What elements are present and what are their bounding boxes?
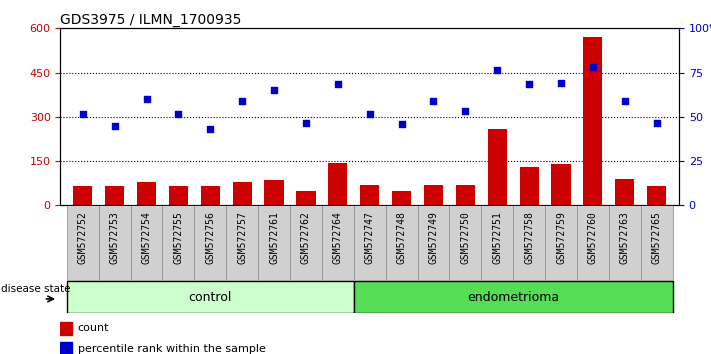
- Bar: [392, 190, 411, 205]
- Text: GSM572752: GSM572752: [77, 211, 87, 264]
- Point: [555, 80, 567, 86]
- Bar: [194, 205, 226, 280]
- Bar: [449, 205, 481, 280]
- Point: [491, 67, 503, 73]
- Bar: [163, 205, 194, 280]
- Bar: [322, 205, 354, 280]
- Bar: [577, 205, 609, 280]
- Bar: [513, 205, 545, 280]
- Point: [268, 87, 279, 93]
- Point: [77, 111, 88, 117]
- Text: GSM572756: GSM572756: [205, 211, 215, 264]
- Bar: [354, 281, 673, 313]
- Text: GSM572762: GSM572762: [301, 211, 311, 264]
- Text: GSM572749: GSM572749: [429, 211, 439, 264]
- Text: count: count: [77, 323, 109, 333]
- Bar: [105, 186, 124, 205]
- Text: GSM572753: GSM572753: [109, 211, 119, 264]
- Bar: [488, 129, 507, 205]
- Text: GSM572755: GSM572755: [173, 211, 183, 264]
- Text: GDS3975 / ILMN_1700935: GDS3975 / ILMN_1700935: [60, 13, 242, 27]
- Point: [460, 108, 471, 114]
- Point: [587, 64, 599, 69]
- Bar: [258, 205, 290, 280]
- Bar: [67, 281, 354, 313]
- Bar: [552, 164, 571, 205]
- Text: GSM572764: GSM572764: [333, 211, 343, 264]
- Bar: [131, 205, 163, 280]
- Text: control: control: [188, 291, 232, 304]
- Point: [205, 126, 216, 131]
- Text: endometrioma: endometrioma: [467, 291, 560, 304]
- Bar: [615, 179, 634, 205]
- Point: [141, 96, 152, 102]
- Bar: [67, 205, 99, 280]
- Text: GSM572759: GSM572759: [556, 211, 566, 264]
- Bar: [456, 185, 475, 205]
- Text: percentile rank within the sample: percentile rank within the sample: [77, 344, 266, 354]
- Bar: [641, 205, 673, 280]
- Bar: [226, 205, 258, 280]
- Bar: [354, 205, 385, 280]
- Point: [651, 120, 663, 126]
- Text: GSM572751: GSM572751: [492, 211, 502, 264]
- Text: disease state: disease state: [1, 284, 70, 295]
- Point: [428, 98, 439, 103]
- Bar: [328, 162, 348, 205]
- Text: GSM572747: GSM572747: [365, 211, 375, 264]
- Bar: [545, 205, 577, 280]
- Bar: [424, 185, 443, 205]
- Bar: [201, 186, 220, 205]
- Point: [619, 98, 631, 103]
- Text: GSM572758: GSM572758: [524, 211, 534, 264]
- Bar: [169, 186, 188, 205]
- Bar: [296, 190, 316, 205]
- Bar: [99, 205, 131, 280]
- Point: [364, 111, 375, 117]
- Text: GSM572765: GSM572765: [652, 211, 662, 264]
- Text: GSM572760: GSM572760: [588, 211, 598, 264]
- Text: GSM572761: GSM572761: [269, 211, 279, 264]
- Bar: [290, 205, 322, 280]
- Text: GSM572754: GSM572754: [141, 211, 151, 264]
- Point: [300, 120, 311, 126]
- Point: [237, 98, 248, 103]
- Bar: [647, 186, 666, 205]
- Text: GSM572750: GSM572750: [461, 211, 471, 264]
- Point: [396, 121, 407, 127]
- Bar: [73, 186, 92, 205]
- Bar: [60, 342, 72, 354]
- Point: [109, 123, 120, 129]
- Text: GSM572748: GSM572748: [397, 211, 407, 264]
- Text: GSM572757: GSM572757: [237, 211, 247, 264]
- Point: [173, 111, 184, 117]
- Bar: [232, 182, 252, 205]
- Bar: [583, 37, 602, 205]
- Bar: [385, 205, 417, 280]
- Point: [523, 81, 535, 87]
- Bar: [137, 182, 156, 205]
- Bar: [609, 205, 641, 280]
- Bar: [264, 180, 284, 205]
- Bar: [481, 205, 513, 280]
- Point: [332, 81, 343, 87]
- Bar: [60, 322, 72, 335]
- Bar: [417, 205, 449, 280]
- Bar: [520, 167, 539, 205]
- Text: GSM572763: GSM572763: [620, 211, 630, 264]
- Bar: [360, 185, 379, 205]
